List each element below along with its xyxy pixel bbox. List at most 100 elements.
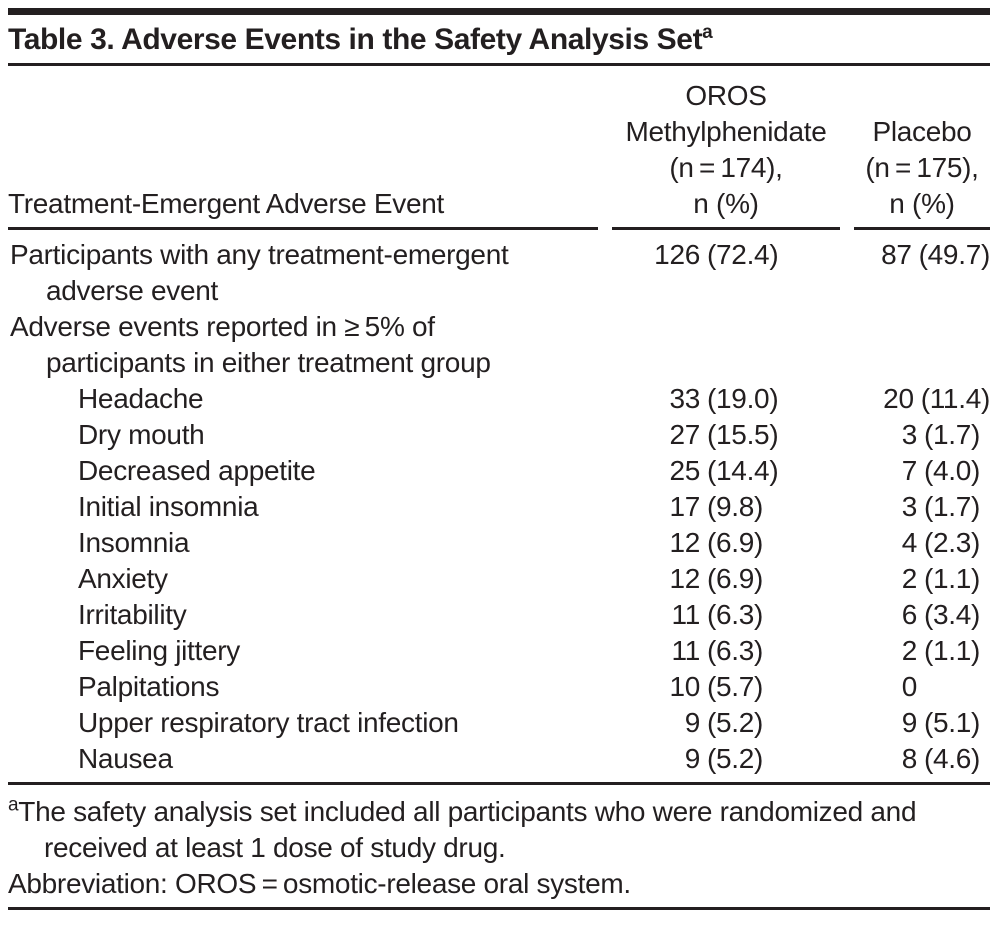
count: 12 xyxy=(669,527,700,558)
percent: (15.5) xyxy=(707,419,779,450)
table-row-palpitations: Palpitations 10 (5.7) 0 xyxy=(8,669,990,705)
percent: (6.9) xyxy=(707,563,764,594)
table-header-row: Treatment-Emergent Adverse Event OROS Me… xyxy=(8,66,990,230)
placebo-value: 9 (5.1) xyxy=(854,705,990,741)
footnote-abbreviation: Abbreviation: OROS = osmotic-release ora… xyxy=(8,868,631,899)
oros-value: 25 (14.4) xyxy=(612,453,840,489)
oros-value: 12 (6.9) xyxy=(612,561,840,597)
count: 8 xyxy=(901,743,918,774)
count: 0 xyxy=(901,671,918,702)
percent: (6.9) xyxy=(707,527,764,558)
table-row-upper-respiratory-tract-infection: Upper respiratory tract infection 9 (5.2)… xyxy=(8,705,990,741)
oros-value: 126 (72.4) xyxy=(612,237,840,309)
placebo-value: 4 (2.3) xyxy=(854,525,990,561)
row-label: Irritability xyxy=(78,599,187,630)
row-label: Upper respiratory tract infection xyxy=(78,707,459,738)
count: 27 xyxy=(669,419,700,450)
percent: (5.1) xyxy=(924,707,981,738)
header-line: (n = 175), xyxy=(865,152,979,183)
table-row-irritability: Irritability 11 (6.3) 6 (3.4) xyxy=(8,597,990,633)
oros-value: 9 (5.2) xyxy=(612,741,840,777)
count: 9 xyxy=(684,743,701,774)
count: 7 xyxy=(901,455,918,486)
row-label: Insomnia xyxy=(78,527,190,558)
row-label: Adverse events reported in ≥ 5% of xyxy=(10,311,435,342)
oros-value: 27 (15.5) xyxy=(612,417,840,453)
footnote-a-marker: a xyxy=(8,794,19,816)
oros-value: 11 (6.3) xyxy=(612,633,840,669)
percent: (1.7) xyxy=(924,491,981,522)
table-title-superscript: a xyxy=(702,22,713,43)
count: 2 xyxy=(901,563,918,594)
count: 20 xyxy=(883,383,914,414)
oros-value: 9 (5.2) xyxy=(612,705,840,741)
count: 87 xyxy=(881,239,912,270)
column-header-treatment-emergent-adverse-event: Treatment-Emergent Adverse Event xyxy=(8,186,598,230)
percent: (1.1) xyxy=(924,635,981,666)
count: 10 xyxy=(669,671,700,702)
row-label: Initial insomnia xyxy=(78,491,259,522)
percent: (4.6) xyxy=(924,743,981,774)
placebo-value: 2 (1.1) xyxy=(854,633,990,669)
percent: (9.8) xyxy=(707,491,764,522)
count: 17 xyxy=(669,491,700,522)
table-row-initial-insomnia: Initial insomnia 17 (9.8) 3 (1.7) xyxy=(8,489,990,525)
percent: (6.3) xyxy=(707,599,764,630)
count: 9 xyxy=(901,707,918,738)
percent: (14.4) xyxy=(707,455,779,486)
row-label: Dry mouth xyxy=(78,419,205,450)
percent: (11.4) xyxy=(920,383,991,414)
row-label: Nausea xyxy=(78,743,173,774)
count: 3 xyxy=(901,491,918,522)
row-label: Decreased appetite xyxy=(78,455,316,486)
row-label: Participants with any treatment-emergent xyxy=(10,239,509,270)
percent: (2.3) xyxy=(924,527,981,558)
placebo-value: 2 (1.1) xyxy=(854,561,990,597)
percent: (6.3) xyxy=(707,635,764,666)
table-row-feeling-jittery: Feeling jittery 11 (6.3) 2 (1.1) xyxy=(8,633,990,669)
placebo-value: 8 (4.6) xyxy=(854,741,990,777)
header-line: Methylphenidate xyxy=(625,116,827,147)
placebo-value: 7 (4.0) xyxy=(854,453,990,489)
count: 9 xyxy=(684,707,701,738)
count: 4 xyxy=(901,527,918,558)
oros-value: 12 (6.9) xyxy=(612,525,840,561)
table-title: Table 3. Adverse Events in the Safety An… xyxy=(8,15,990,63)
table-row-decreased-appetite: Decreased appetite 25 (14.4) 7 (4.0) xyxy=(8,453,990,489)
placebo-value xyxy=(854,309,990,381)
placebo-value: 3 (1.7) xyxy=(854,489,990,525)
row-label: Feeling jittery xyxy=(78,635,241,666)
table-title-text: Table 3. Adverse Events in the Safety An… xyxy=(8,23,703,56)
count: 12 xyxy=(669,563,700,594)
count: 3 xyxy=(901,419,918,450)
footnote-a-line-1: aThe safety analysis set included all pa… xyxy=(8,794,990,830)
percent: (3.4) xyxy=(924,599,981,630)
count: 6 xyxy=(901,599,918,630)
table-row-adverse-events-ge-5pct: Adverse events reported in ≥ 5% of parti… xyxy=(8,309,990,381)
row-label: Headache xyxy=(78,383,204,414)
table-row-headache: Headache 33 (19.0) 20 (11.4) xyxy=(8,381,990,417)
footnote-a-text: The safety analysis set included all par… xyxy=(18,796,917,827)
oros-value: 17 (9.8) xyxy=(612,489,840,525)
count: 11 xyxy=(671,635,701,666)
title-rule xyxy=(8,63,990,66)
count: 33 xyxy=(669,383,700,414)
placebo-value: 20 (11.4) xyxy=(854,381,990,417)
row-label: Anxiety xyxy=(78,563,168,594)
row-label-continued: adverse event xyxy=(46,275,218,306)
percent: (5.2) xyxy=(707,707,764,738)
placebo-value: 0 xyxy=(854,669,990,705)
header-line: Placebo xyxy=(872,116,972,147)
column-header-oros-methylphenidate: OROS Methylphenidate (n = 174), n (%) xyxy=(612,78,840,230)
percent: (49.7) xyxy=(918,239,991,270)
percent: (1.1) xyxy=(924,563,981,594)
table-row-dry-mouth: Dry mouth 27 (15.5) 3 (1.7) xyxy=(8,417,990,453)
oros-value: 10 (5.7) xyxy=(612,669,840,705)
placebo-value: 3 (1.7) xyxy=(854,417,990,453)
percent: (4.0) xyxy=(924,455,981,486)
percent: (5.2) xyxy=(707,743,764,774)
oros-value xyxy=(612,309,840,381)
table-top-bar xyxy=(8,8,990,15)
oros-value: 11 (6.3) xyxy=(612,597,840,633)
